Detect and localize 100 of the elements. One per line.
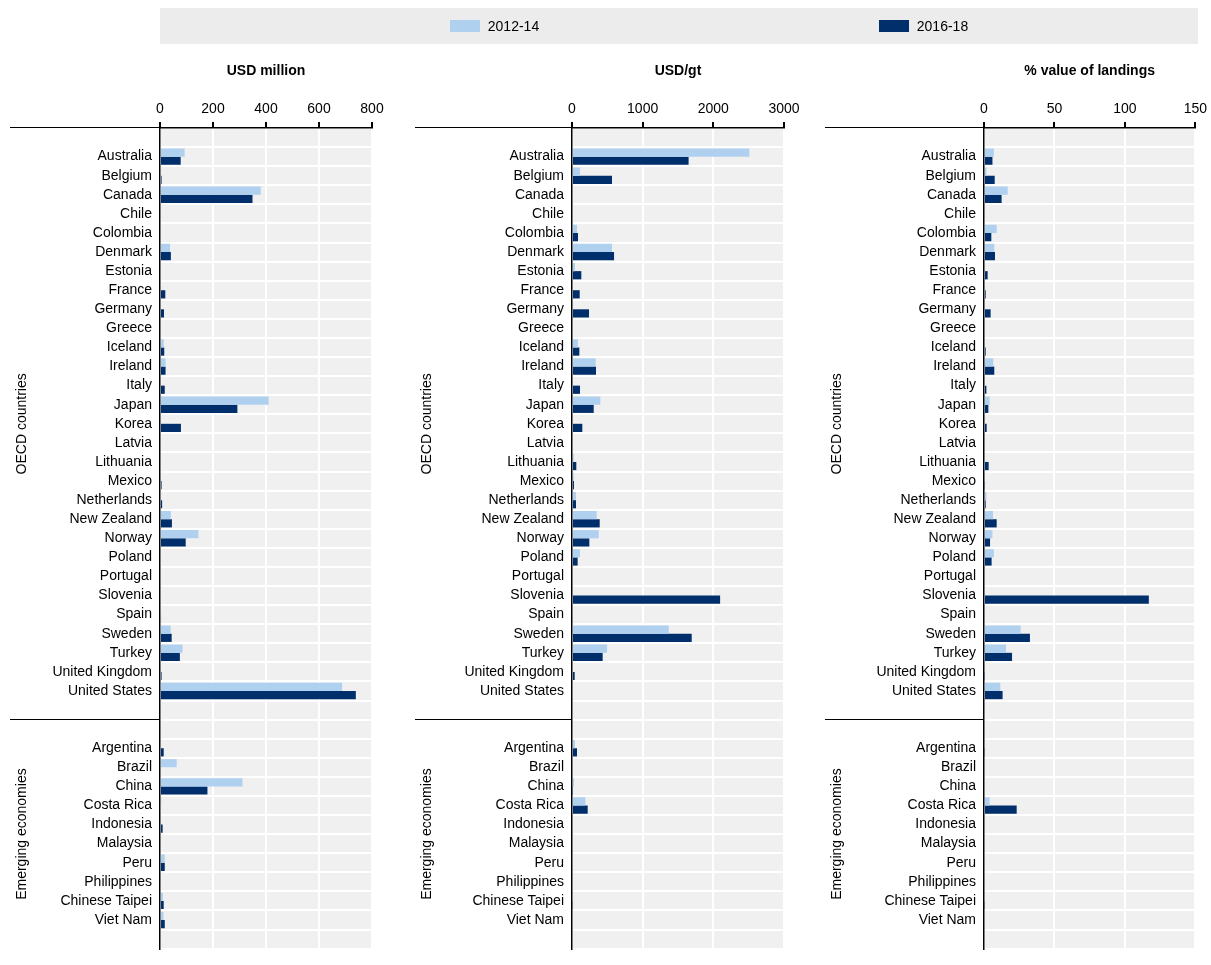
bar (573, 385, 580, 394)
bar (161, 243, 171, 253)
y-tick-label: Greece (930, 319, 977, 336)
y-tick-label: Iceland (930, 338, 976, 355)
y-tick-label: Spain (940, 605, 976, 622)
y-tick-label: Sweden (101, 624, 152, 641)
bar (161, 186, 261, 195)
x-tick-label: 800 (360, 100, 384, 117)
y-tick-label: Poland (520, 548, 564, 565)
bar (985, 644, 1006, 653)
bar (573, 156, 689, 165)
y-tick-label: Belgium (925, 166, 976, 183)
y-tick-label: Costa Rica (907, 796, 977, 813)
bar (573, 797, 586, 806)
x-tick-label: 150 (1183, 100, 1208, 117)
text: OECD countries (417, 373, 434, 475)
y-tick-label: Estonia (105, 261, 153, 278)
x-tick-label: 200 (201, 100, 225, 117)
bar (985, 797, 990, 806)
y-tick-label: Argentina (504, 739, 565, 756)
y-tick-label: Korea (938, 414, 977, 431)
bar (573, 423, 583, 432)
bar (161, 786, 208, 795)
bar (573, 252, 615, 261)
y-tick-label: China (527, 777, 565, 794)
bar (161, 404, 238, 413)
y-tick-label: Latvia (114, 433, 153, 450)
y-tick-label: Germany (918, 300, 976, 317)
y-tick-label: Netherlands (900, 490, 976, 507)
bar (573, 232, 579, 242)
y-tick-label: United Kingdom (52, 662, 152, 679)
y-tick-label: Iceland (518, 338, 564, 355)
bar (573, 519, 600, 528)
text: OECD countries (12, 373, 29, 475)
x-tick-label: 0 (568, 100, 577, 117)
bar (985, 358, 994, 367)
y-tick-label: Japan (113, 395, 152, 412)
bar (161, 423, 181, 432)
bar (573, 595, 721, 604)
y-tick-label: Latvia (938, 433, 977, 450)
y-tick-label: United Kingdom (464, 662, 564, 679)
bar (573, 511, 597, 520)
y-tick-label: China (115, 777, 153, 794)
y-tick-label: Denmark (95, 242, 153, 259)
y-tick-label: Slovenia (922, 586, 977, 603)
y-tick-label: Poland (932, 548, 976, 565)
y-tick-label: Viet Nam (506, 910, 564, 927)
bar (573, 652, 603, 662)
bar (985, 366, 995, 375)
y-tick-label: Lithuania (919, 452, 977, 469)
bar (573, 748, 578, 757)
y-tick-label: Chinese Taipei (60, 891, 152, 908)
bar (161, 748, 164, 757)
bar (985, 252, 995, 261)
legend-label: 2016-18 (916, 18, 969, 34)
bar (985, 224, 997, 233)
bar (573, 805, 588, 814)
y-tick-label: Sweden (513, 624, 564, 641)
bar (985, 682, 1001, 691)
bar (161, 290, 166, 299)
bar (161, 519, 172, 528)
bar (161, 690, 356, 700)
bar (985, 194, 1002, 203)
y-tick-label: Colombia (916, 223, 977, 240)
y-tick-label: Viet Nam (918, 910, 976, 927)
y-tick-label: Argentina (916, 739, 977, 756)
y-tick-label: Chinese Taipei (884, 891, 976, 908)
bar (573, 538, 590, 547)
bar (161, 759, 177, 768)
bar (573, 224, 578, 233)
y-tick-label: Philippines (496, 872, 564, 889)
y-tick-label: Italy (126, 376, 152, 393)
y-tick-label: France (932, 281, 977, 298)
bar (573, 549, 580, 558)
bar (161, 900, 164, 910)
y-tick-label: Chile (944, 204, 977, 221)
y-tick-label: Poland (108, 548, 152, 565)
y-tick-label: Lithuania (507, 452, 565, 469)
bar (161, 347, 165, 356)
text: Emerging economies (417, 768, 434, 900)
y-tick-label: Italy (538, 376, 564, 393)
text: Emerging economies (12, 768, 29, 900)
y-tick-label: France (520, 281, 565, 298)
chart-title: USD/gt (654, 61, 702, 78)
text: Emerging economies (827, 768, 844, 900)
y-tick-label: Korea (114, 414, 153, 431)
y-tick-label: Brazil (528, 758, 564, 775)
bar (573, 271, 582, 280)
y-tick-label: Japan (525, 395, 564, 412)
y-tick-label: Indonesia (915, 815, 977, 832)
y-tick-label: Turkey (109, 643, 152, 660)
y-tick-label: Indonesia (91, 815, 153, 832)
y-tick-label: Mexico (107, 471, 153, 488)
y-tick-label: United States (67, 681, 152, 698)
bar (985, 243, 995, 253)
y-tick-label: New Zealand (893, 510, 976, 527)
bar (985, 309, 991, 318)
y-tick-label: Germany (94, 300, 152, 317)
y-tick-label: Canada (514, 185, 565, 202)
bar (161, 511, 171, 520)
